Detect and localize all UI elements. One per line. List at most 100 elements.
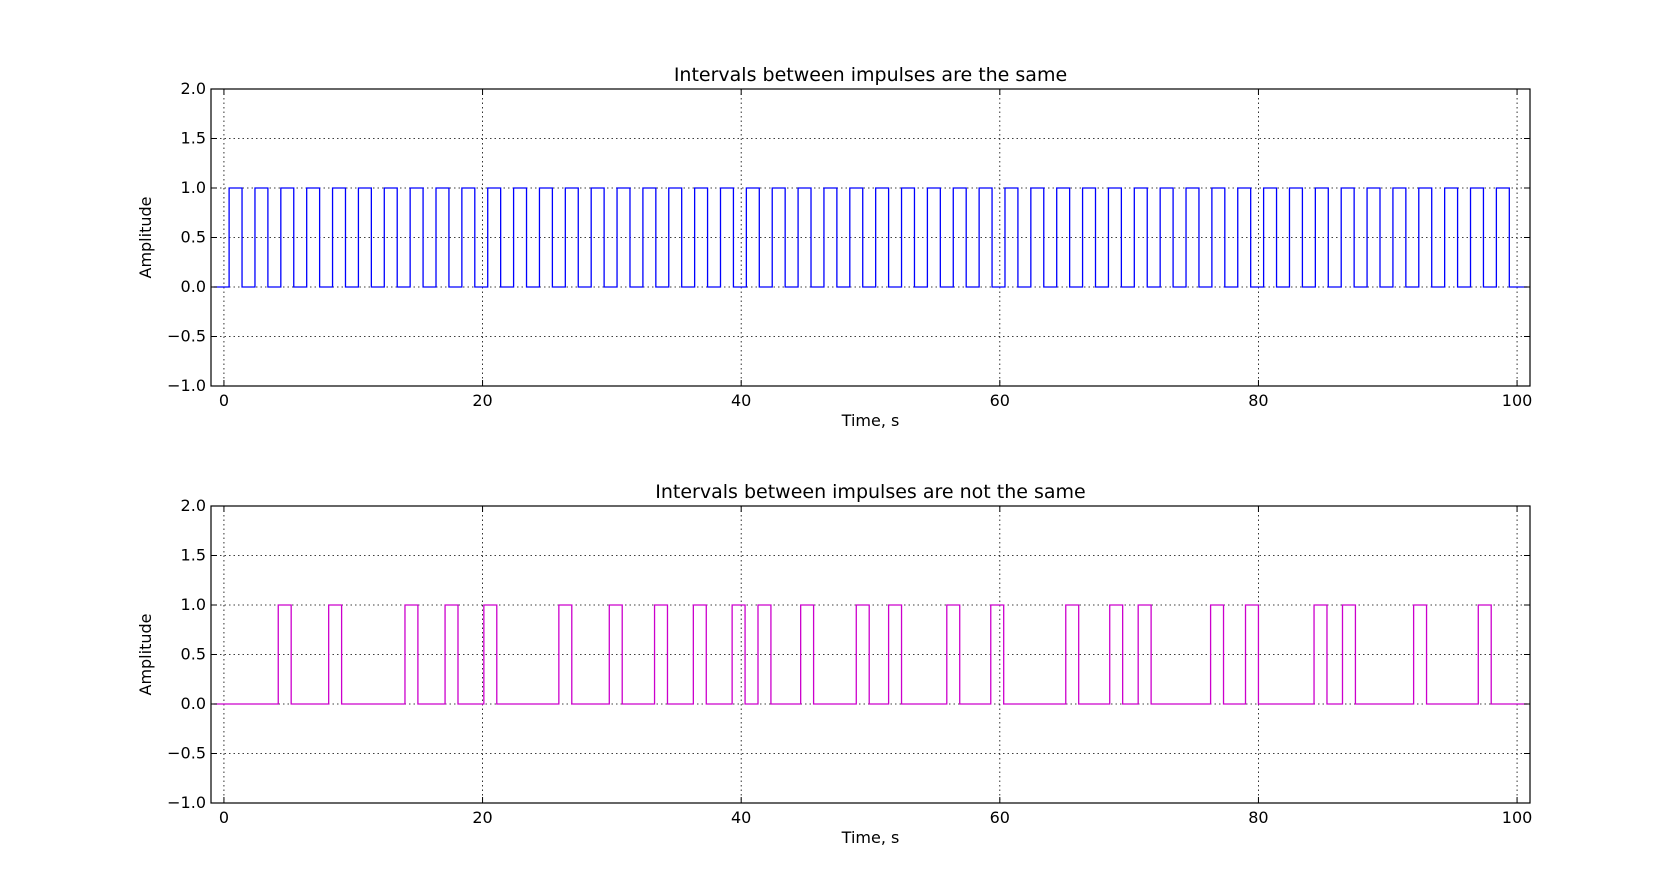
pulse-line [213, 187, 1528, 288]
pulse [384, 188, 397, 287]
pulse [278, 605, 291, 704]
subplot-bottom: 0 20 40 60 80 100 2.0 1.5 1.0 0.5 0.0 −0.5 −1.0 Int… [136, 481, 1532, 847]
y-tick-label: −0.5 [167, 327, 206, 346]
pulse [1186, 188, 1199, 287]
series-regular-pulses [213, 187, 1528, 288]
grid-lines [211, 88, 1530, 387]
pulse [1478, 605, 1491, 704]
pulse [695, 188, 708, 287]
pulse-line [213, 604, 1528, 705]
pulse [850, 188, 863, 287]
pulse [559, 605, 572, 704]
y-tick-label: 0.0 [181, 277, 206, 296]
pulse [876, 188, 889, 287]
pulse [1211, 605, 1224, 704]
pulse [824, 188, 837, 287]
pulse [565, 188, 578, 287]
pulse [436, 188, 449, 287]
y-axis-label: Amplitude [136, 197, 155, 279]
pulse [1057, 188, 1070, 287]
pulse [798, 188, 811, 287]
pulse [307, 188, 320, 287]
pulse [1264, 188, 1277, 287]
y-tick-label: 0.5 [181, 228, 206, 247]
y-axis-label: Amplitude [136, 614, 155, 696]
pulse [358, 188, 371, 287]
pulse [1367, 188, 1380, 287]
pulse [462, 188, 475, 287]
x-tick-label: 80 [1248, 808, 1268, 827]
pulse [643, 188, 656, 287]
tick-marks [211, 505, 1530, 804]
x-tick-label: 20 [472, 391, 492, 410]
pulse [927, 188, 940, 287]
pulse [979, 188, 992, 287]
y-tick-label: 0.5 [181, 645, 206, 664]
pulse [333, 188, 346, 287]
tick-marks [211, 88, 1530, 387]
y-tick-label: −1.0 [167, 376, 206, 395]
pulse [669, 188, 682, 287]
x-tick-labels: 0 20 40 60 80 100 [219, 391, 1533, 410]
pulse [1005, 188, 1018, 287]
pulse [1238, 188, 1251, 287]
y-tick-label: −0.5 [167, 744, 206, 763]
pulse [693, 605, 706, 704]
pulse [229, 188, 242, 287]
x-tick-label: 40 [731, 391, 751, 410]
pulse [1138, 605, 1151, 704]
x-tick-label: 80 [1248, 391, 1268, 410]
pulse [732, 605, 745, 704]
x-tick-label: 20 [472, 808, 492, 827]
pulse [617, 188, 630, 287]
pulse [329, 605, 342, 704]
x-tick-label: 0 [219, 391, 229, 410]
pulse [488, 188, 501, 287]
pulse [1414, 605, 1427, 704]
pulse [405, 605, 418, 704]
y-tick-label: −1.0 [167, 793, 206, 812]
pulse [591, 188, 604, 287]
y-tick-label: 2.0 [181, 79, 206, 98]
pulse [991, 605, 1004, 704]
pulse [1419, 188, 1432, 287]
chart-title: Intervals between impulses are not the s… [655, 481, 1085, 503]
x-tick-label: 40 [731, 808, 751, 827]
y-tick-label: 2.0 [181, 496, 206, 515]
pulse [1341, 188, 1354, 287]
series-irregular-pulses [213, 604, 1528, 705]
pulse [856, 605, 869, 704]
x-axis-label: Time, s [841, 828, 900, 847]
pulse [1496, 188, 1509, 287]
chart-title: Intervals between impulses are the same [674, 64, 1067, 86]
pulse [1066, 605, 1079, 704]
y-tick-labels: 2.0 1.5 1.0 0.5 0.0 −0.5 −1.0 [167, 79, 206, 395]
x-tick-label: 60 [990, 808, 1010, 827]
x-tick-label: 0 [219, 808, 229, 827]
pulse [484, 605, 497, 704]
subplot-top: 0 20 40 60 80 100 2.0 1.5 1.0 0.5 0.0 −0.5 −1.0 Int… [136, 64, 1532, 430]
pulse [1471, 188, 1484, 287]
pulse [758, 605, 771, 704]
pulse [1212, 188, 1225, 287]
pulse [1083, 188, 1096, 287]
pulse [902, 188, 915, 287]
y-tick-label: 1.5 [181, 546, 206, 565]
y-tick-label: 0.0 [181, 694, 206, 713]
pulse [1289, 188, 1302, 287]
pulse [889, 605, 902, 704]
pulse [801, 605, 814, 704]
pulse [1160, 188, 1173, 287]
pulse [1110, 605, 1123, 704]
pulse [655, 605, 668, 704]
pulse [514, 188, 527, 287]
pulse [445, 605, 458, 704]
pulse [1393, 188, 1406, 287]
x-axis-label: Time, s [841, 411, 900, 430]
pulse [1315, 188, 1328, 287]
y-tick-label: 1.0 [181, 595, 206, 614]
pulse [539, 188, 552, 287]
pulse [609, 605, 622, 704]
pulse [1314, 605, 1327, 704]
